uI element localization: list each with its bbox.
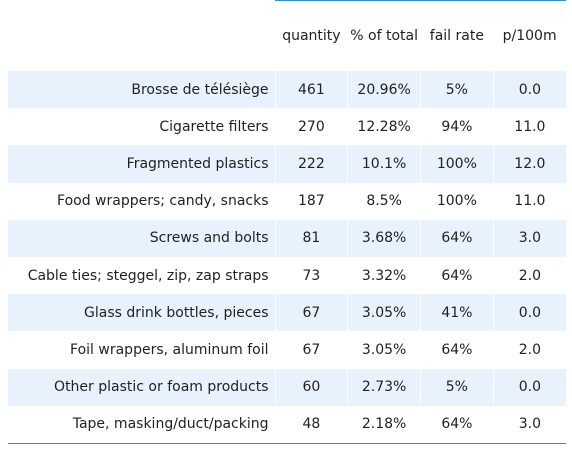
header-pct-total: % of total: [347, 0, 421, 71]
cell-pct-total: 3.32%: [347, 256, 421, 295]
cell-fail-rate: 100%: [420, 145, 494, 183]
cell-pct-total: 3.05%: [347, 294, 421, 332]
cell-pct-total: 3.05%: [347, 331, 421, 369]
cell-p100m: 11.0: [492, 182, 566, 220]
header-fail-rate: fail rate: [420, 0, 494, 71]
cell-p100m: 0.0: [492, 71, 566, 109]
row-label: Cigarette filters: [159, 118, 269, 135]
cell-pct-total: 8.5%: [347, 182, 421, 220]
cell-quantity: 67: [274, 331, 348, 369]
header-row: quantity % of total fail rate p/100m: [8, 0, 566, 72]
cell-quantity: 461: [274, 71, 348, 109]
table-header: quantity % of total fail rate p/100m: [8, 0, 566, 72]
cell-quantity: 73: [274, 256, 348, 295]
data-table-container: quantity % of total fail rate p/100m Bro…: [8, 0, 566, 444]
row-label: Fragmented plastics: [8, 145, 275, 183]
data-table: quantity % of total fail rate p/100m Bro…: [8, 0, 566, 444]
table-row: Tape, masking/duct/packing 48 2.18% 64% 3.0: [8, 405, 566, 444]
table-row: Other plastic or foam products 60 2.73% 5% 0…: [8, 368, 566, 406]
cell-p100m: 3.0: [492, 405, 566, 444]
cell-pct-total: 3.68%: [347, 219, 421, 257]
cell-quantity: 222: [274, 145, 348, 183]
row-label: Screws and bolts: [8, 219, 275, 257]
table-row: Foil wrappers, aluminum foil 67 3.05% 64% 2.…: [8, 331, 566, 369]
cell-quantity: 187: [274, 182, 348, 220]
cell-fail-rate: 94%: [420, 108, 494, 146]
table-row: Screws and bolts 81 3.68% 64% 3.0: [8, 219, 566, 257]
cell-fail-rate: 64%: [420, 331, 494, 369]
row-label: Other plastic or foam products: [8, 368, 275, 406]
cell-fail-rate: 41%: [420, 294, 494, 332]
table-row: Food wrappers; candy, snacks 187 8.5% 100% 1…: [8, 182, 566, 220]
cell-pct-total: 2.18%: [347, 405, 421, 444]
cell-p100m: 2.0: [492, 331, 566, 369]
header-label-column: [8, 1, 275, 72]
cell-pct-total: 20.96%: [347, 71, 421, 109]
row-label: Tape, masking/duct/packing: [8, 405, 275, 444]
cell-quantity: 60: [274, 368, 348, 406]
table-body: Brosse de télésiège 461 20.96% 5% 0.0 Cigaret…: [8, 71, 566, 444]
cell-p100m: 0.0: [492, 368, 566, 406]
cell-p100m: 0.0: [492, 294, 566, 332]
row-label: Brosse de télésiège: [8, 71, 275, 109]
cell-quantity: 67: [274, 294, 348, 332]
header-quantity: quantity: [275, 0, 348, 71]
cell-p100m: 2.0: [492, 256, 566, 295]
cell-quantity: 48: [274, 405, 348, 444]
cell-fail-rate: 5%: [420, 71, 494, 109]
row-label: Cable ties; steggel, zip, zap straps: [27, 267, 269, 284]
cell-fail-rate: 64%: [420, 219, 494, 257]
table-row: Cable ties; steggel, zip, zap straps 73 3.…: [8, 256, 566, 295]
cell-p100m: 3.0: [492, 219, 566, 257]
row-label: Food wrappers; candy, snacks: [57, 193, 269, 210]
table-row: Glass drink bottles, pieces 67 3.05% 41% 0.0: [8, 294, 566, 332]
table-row: Fragmented plastics 222 10.1% 100% 12.0: [8, 145, 566, 183]
cell-pct-total: 10.1%: [347, 145, 421, 183]
cell-pct-total: 12.28%: [347, 108, 421, 146]
row-label: Foil wrappers, aluminum foil: [70, 341, 269, 358]
row-label: Glass drink bottles, pieces: [8, 294, 275, 332]
cell-p100m: 12.0: [492, 145, 566, 183]
cell-quantity: 270: [274, 108, 348, 146]
header-p100m: p/100m: [493, 0, 566, 71]
cell-fail-rate: 64%: [420, 405, 494, 444]
table-row: Cigarette filters 270 12.28% 94% 11.0: [8, 108, 566, 146]
cell-fail-rate: 100%: [420, 182, 494, 220]
cell-fail-rate: 5%: [420, 368, 494, 406]
table-row: Brosse de télésiège 461 20.96% 5% 0.0: [8, 71, 566, 109]
cell-fail-rate: 64%: [420, 256, 494, 295]
cell-pct-total: 2.73%: [347, 368, 421, 406]
cell-quantity: 81: [274, 219, 348, 257]
cell-p100m: 11.0: [492, 108, 566, 146]
